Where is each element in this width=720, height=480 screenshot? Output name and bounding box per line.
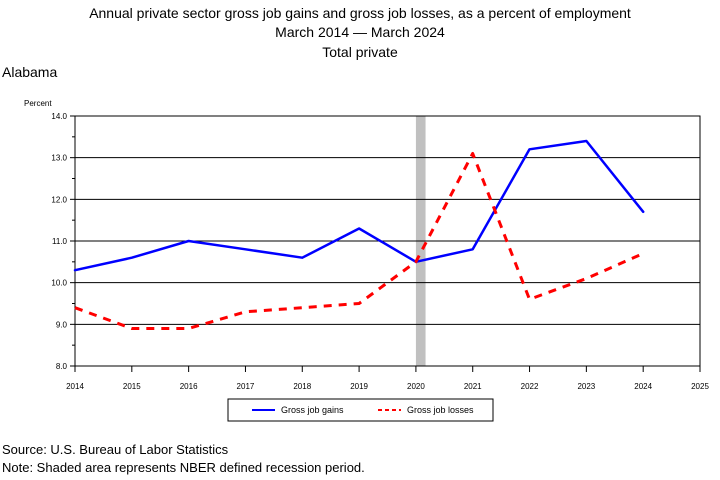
chart-title: Annual private sector gross job gains an… — [89, 5, 631, 21]
series-line-gross-job-losses — [74, 152, 644, 330]
x-tick-label: 2014 — [66, 382, 84, 391]
series-line-gross-job-gains — [73, 139, 645, 272]
x-tick-label: 2016 — [180, 382, 198, 391]
chart-subtitle-dates: March 2014 — March 2024 — [275, 24, 445, 40]
source-note: Source: U.S. Bureau of Labor Statistics — [2, 442, 229, 457]
x-tick-label: 2023 — [577, 382, 595, 391]
y-tick-label: 13.0 — [51, 154, 67, 163]
x-tick-label: 2024 — [634, 382, 652, 391]
y-tick-label: 8.0 — [56, 362, 68, 371]
x-tick-label: 2021 — [464, 382, 482, 391]
x-tick-label: 2020 — [407, 382, 425, 391]
recession-note: Note: Shaded area represents NBER define… — [2, 460, 365, 475]
region-label: Alabama — [2, 64, 58, 80]
x-tick-label: 2017 — [237, 382, 255, 391]
chart-subtitle-industry: Total private — [322, 44, 398, 60]
y-axis-label: Percent — [24, 99, 52, 108]
x-tick-label: 2015 — [123, 382, 141, 391]
legend-label-gross-job-gains: Gross job gains — [281, 405, 344, 415]
plot-frame — [74, 115, 701, 367]
x-tick-label: 2019 — [350, 382, 368, 391]
y-tick-label: 14.0 — [51, 112, 67, 121]
y-tick-label: 9.0 — [56, 320, 68, 329]
y-tick-label: 11.0 — [52, 237, 68, 246]
x-tick-label: 2018 — [293, 382, 311, 391]
legend-label-gross-job-losses: Gross job losses — [407, 405, 474, 415]
y-tick-label: 10.0 — [51, 279, 67, 288]
x-tick-label: 2025 — [691, 382, 709, 391]
x-tick-label: 2022 — [521, 382, 539, 391]
y-tick-label: 12.0 — [51, 195, 67, 204]
legend-box — [227, 398, 494, 422]
